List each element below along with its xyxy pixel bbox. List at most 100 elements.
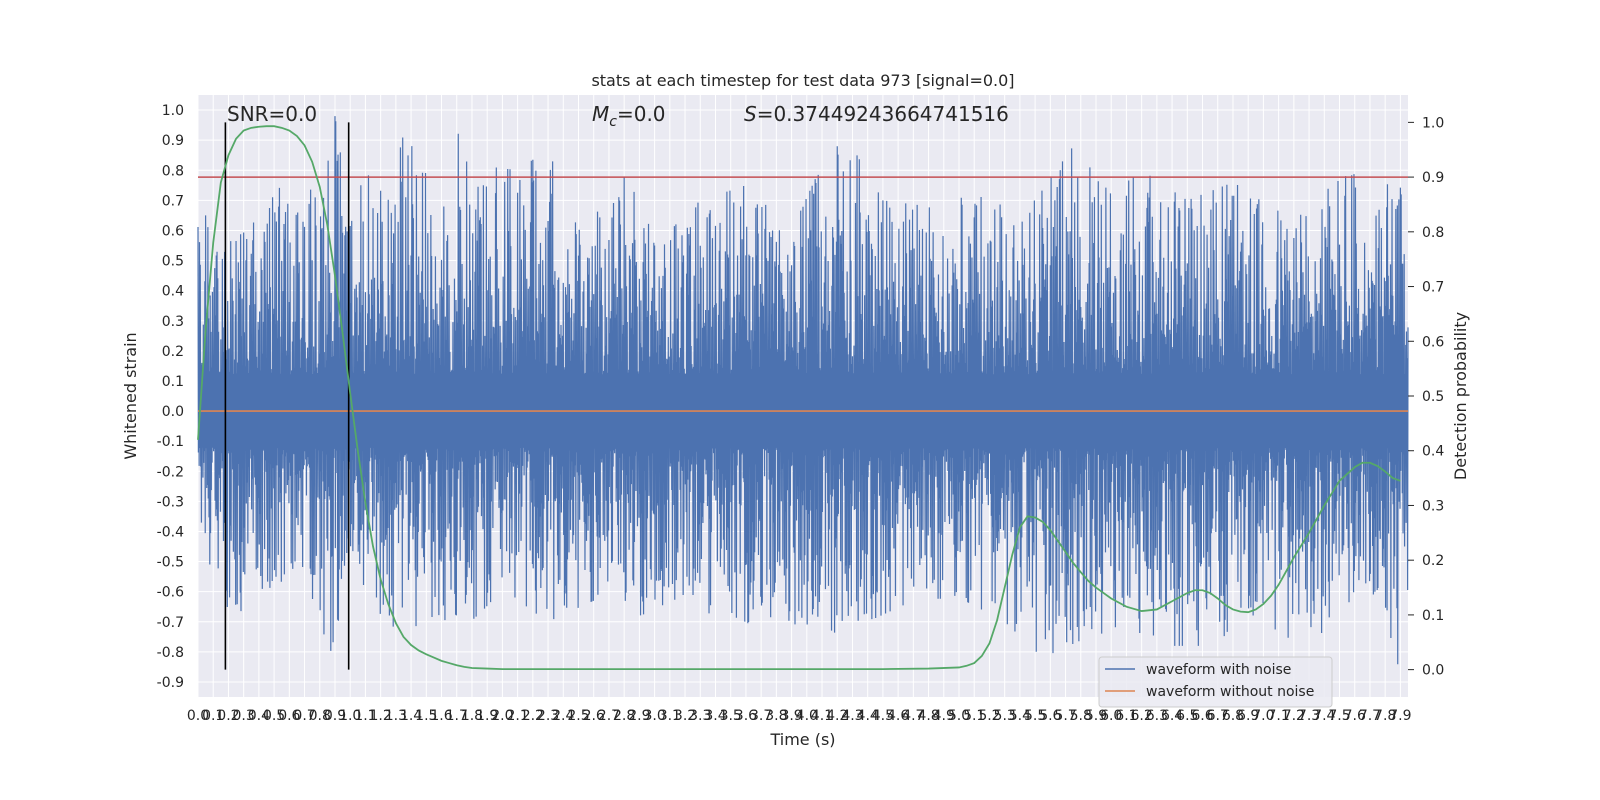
waveform-with-noise-trace [197, 116, 1409, 665]
x-tick-label: 5.7 [1054, 708, 1076, 724]
y2-tick-label: 0.4 [1422, 444, 1444, 460]
x-tick-label: 7.6 [1344, 708, 1366, 724]
s-annotation: S=0.37449243664741516 [744, 102, 1009, 126]
x-tick-label: 0.9 [324, 708, 346, 724]
x-tick-label: 5.5 [1024, 708, 1046, 724]
x-tick-label: 6.9 [1237, 708, 1259, 724]
x-tick-label: 2.6 [583, 708, 605, 724]
x-tick-label: 3.3 [689, 708, 711, 724]
x-tick-label: 3.0 [643, 708, 665, 724]
mc-subscript: c [609, 114, 617, 130]
snr-annotation: SNR=0.0 [227, 102, 317, 126]
x-tick-label: 1.3 [385, 708, 407, 724]
x-tick-label: 7.5 [1328, 708, 1350, 724]
x-tick-label: 2.1 [506, 708, 528, 724]
x-tick-label: 4.4 [857, 708, 879, 724]
x-tick-label: 2.8 [613, 708, 635, 724]
x-tick-label: 7.2 [1283, 708, 1305, 724]
y2-tick-label: 0.3 [1422, 498, 1444, 514]
y-tick-label: 0.8 [162, 163, 184, 179]
x-tick-label: 2.5 [567, 708, 589, 724]
legend-label-noise: waveform with noise [1146, 662, 1291, 678]
x-tick-label: 2.0 [491, 708, 513, 724]
x-tick-label: 7.8 [1374, 708, 1396, 724]
y-tick-label: -0.3 [157, 494, 184, 510]
y-tick-label: -0.2 [157, 464, 184, 480]
x-tick-label: 0.6 [278, 708, 300, 724]
x-tick-label: 3.2 [674, 708, 696, 724]
x-tick-label: 1.6 [430, 708, 452, 724]
x-tick-label: 2.3 [537, 708, 559, 724]
x-tick-label: 5.9 [1085, 708, 1107, 724]
x-tick-label: 0.1 [202, 708, 224, 724]
x-tick-label: 3.6 [735, 708, 757, 724]
x-tick-label: 4.7 [902, 708, 924, 724]
y-axis-ticks: 1.0 0.9 0.8 0.7 0.6 0.5 0.4 0.3 0.2 0.1 0.0 -0.1 -0.… [157, 103, 184, 691]
x-tick-label: 2.2 [522, 708, 544, 724]
x-tick-label: 1.2 [370, 708, 392, 724]
y-tick-label: 0.5 [162, 254, 184, 270]
y-tick-label: -0.8 [157, 645, 184, 661]
x-tick-label: 6.0 [1100, 708, 1122, 724]
y-tick-label: 0.0 [162, 404, 184, 420]
x-tick-label: 6.5 [1176, 708, 1198, 724]
x-tick-label: 4.8 [917, 708, 939, 724]
x-tick-label: 3.5 [720, 708, 742, 724]
x-tick-label: 4.9 [933, 708, 955, 724]
x-tick-label: 6.6 [1191, 708, 1213, 724]
y-tick-label: -0.4 [157, 524, 184, 540]
x-tick-label: 6.2 [1131, 708, 1153, 724]
y-tick-label: 0.4 [162, 284, 184, 300]
x-tick-label: 0.3 [233, 708, 255, 724]
s-value: =0.37449243664741516 [757, 102, 1009, 126]
s-symbol: S [744, 102, 757, 126]
x-tick-label: 7.0 [1252, 708, 1274, 724]
y-tick-label: -0.6 [157, 585, 184, 601]
x-tick-label: 0.5 [263, 708, 285, 724]
x-tick-label: 5.2 [978, 708, 1000, 724]
y2-axis-ticks: 1.0 0.9 0.8 0.7 0.6 0.5 0.4 0.3 0.2 0.1 0.0 [1408, 115, 1444, 679]
y2-axis-label: Detection probability [1451, 312, 1470, 480]
y-tick-label: 1.0 [162, 103, 184, 119]
legend: waveform with noise waveform without noi… [1098, 656, 1333, 708]
x-tick-label: 2.4 [552, 708, 574, 724]
y2-tick-label: 1.0 [1422, 115, 1444, 131]
x-axis-ticks: 0.00.10.20.30.40.50.60.70.80.91.01.11.21… [187, 708, 1412, 724]
x-tick-label: 4.3 [841, 708, 863, 724]
y-tick-label: -0.9 [157, 675, 184, 691]
x-tick-label: 4.2 [826, 708, 848, 724]
y-tick-label: 0.1 [162, 374, 184, 390]
x-tick-label: 6.8 [1222, 708, 1244, 724]
x-tick-label: 1.0 [339, 708, 361, 724]
x-tick-label: 1.9 [476, 708, 498, 724]
x-tick-label: 5.0 [948, 708, 970, 724]
x-tick-label: 1.5 [415, 708, 437, 724]
x-tick-label: 6.7 [1207, 708, 1229, 724]
x-tick-label: 5.6 [1039, 708, 1061, 724]
chart-title: stats at each timestep for test data 973… [591, 71, 1014, 90]
y2-tick-label: 0.8 [1422, 225, 1444, 241]
x-tick-label: 3.8 [765, 708, 787, 724]
x-tick-label: 2.7 [598, 708, 620, 724]
x-tick-label: 1.4 [400, 708, 422, 724]
x-tick-label: 0.8 [309, 708, 331, 724]
marker-lines [224, 122, 350, 670]
x-tick-label: 7.4 [1313, 708, 1335, 724]
x-tick-label: 3.1 [659, 708, 681, 724]
y-tick-label: -0.7 [157, 615, 184, 631]
x-tick-label: 6.1 [1115, 708, 1137, 724]
y2-tick-label: 0.5 [1422, 389, 1444, 405]
y2-tick-label: 0.9 [1422, 170, 1444, 186]
x-tick-label: 4.5 [872, 708, 894, 724]
x-axis-label: Time (s) [769, 730, 835, 749]
mc-value: =0.0 [617, 102, 666, 126]
y-tick-label: -0.1 [157, 434, 184, 450]
x-tick-label: 7.3 [1298, 708, 1320, 724]
x-tick-label: 1.1 [354, 708, 376, 724]
x-tick-label: 3.7 [750, 708, 772, 724]
x-tick-label: 7.9 [1389, 708, 1411, 724]
mc-symbol: M [592, 102, 609, 126]
x-tick-label: 6.4 [1161, 708, 1183, 724]
y-axis-label: Whitened strain [121, 332, 140, 459]
